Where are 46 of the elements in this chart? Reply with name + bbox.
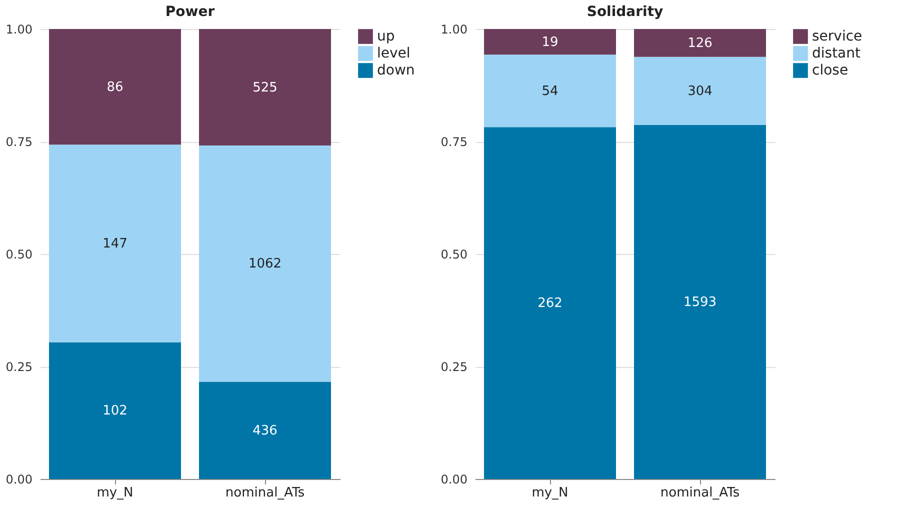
annotation: 262 <box>538 296 562 312</box>
legend-label: distant <box>812 46 862 62</box>
bar <box>484 127 616 479</box>
annotation: 54 <box>542 84 558 99</box>
y-tick-label: 1.00 <box>440 22 468 36</box>
y-tick-label: 0.75 <box>440 135 468 149</box>
y-tick-label: 0.00 <box>6 472 32 486</box>
y-tick-label: 1.00 <box>6 22 32 36</box>
legend-label: up <box>377 28 395 44</box>
y-tick-label: 0.75 <box>6 135 32 149</box>
y-tick-label: 0.25 <box>440 360 468 374</box>
chart-title: Power <box>165 4 215 20</box>
annotation: 525 <box>252 80 278 96</box>
bar <box>49 144 181 342</box>
bar <box>634 29 766 57</box>
annotation: 19 <box>542 34 558 50</box>
y-tick-label: 0.00 <box>440 472 468 486</box>
legend-label: close <box>812 62 848 78</box>
legend-label: service <box>812 28 862 44</box>
bar <box>484 29 616 55</box>
x-tick-label: nominal_ATs <box>660 486 740 500</box>
annotation: 436 <box>252 423 278 438</box>
annotation: 86 <box>106 80 124 95</box>
annotation: 147 <box>102 236 128 252</box>
annotation: 304 <box>688 84 712 99</box>
legend-label: down <box>377 62 415 78</box>
annotation: 1062 <box>248 256 282 272</box>
bar <box>634 56 766 125</box>
x-tick-label: my_N <box>532 486 568 500</box>
x-tick-label: nominal_ATs <box>225 486 305 500</box>
bar <box>199 29 331 146</box>
legend-label: level <box>377 46 410 62</box>
y-tick-label: 0.50 <box>440 248 468 262</box>
bar <box>484 54 616 128</box>
y-tick-label: 0.25 <box>6 360 32 374</box>
y-tick-label: 0.50 <box>6 248 32 262</box>
chart-title: Solidarity <box>586 4 664 20</box>
annotation: 102 <box>102 404 128 419</box>
bar <box>199 382 331 479</box>
annotation: 1593 <box>683 294 717 310</box>
bar <box>634 124 766 479</box>
annotation: 126 <box>688 36 712 51</box>
bar <box>49 29 181 145</box>
x-tick-label: my_N <box>96 486 134 500</box>
bar <box>49 342 181 479</box>
bar <box>199 146 331 382</box>
